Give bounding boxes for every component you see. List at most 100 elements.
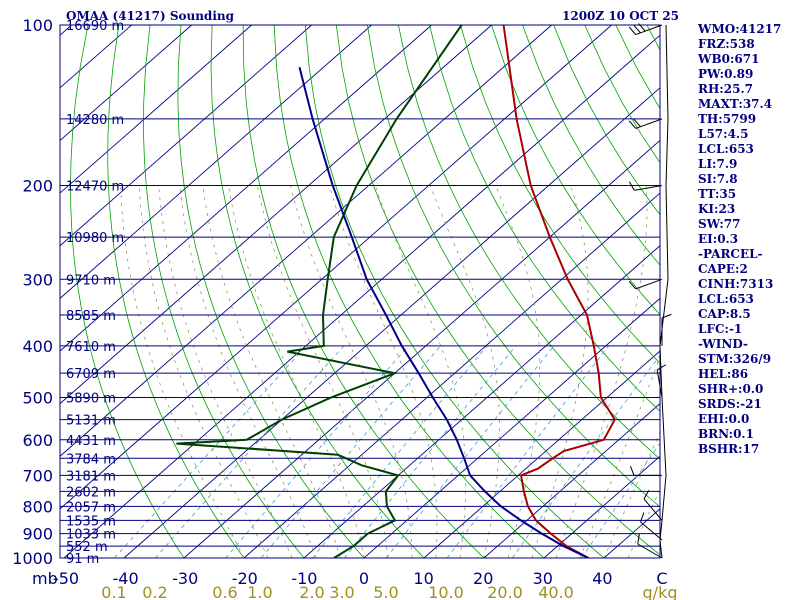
index-item: FRZ:538 — [698, 37, 755, 51]
mixing-ratio-label: 1.0 — [247, 583, 272, 600]
index-item: LCL:653 — [698, 142, 754, 156]
index-item: TT:35 — [698, 187, 737, 201]
sounding-time: 1200Z 10 OCT 25 — [562, 9, 680, 23]
wind-barb-staff — [634, 184, 663, 191]
mixing-ratio-label: 40.0 — [538, 583, 574, 600]
pressure-tick-label: 1000 — [12, 549, 53, 568]
wind-barb-flag — [629, 465, 635, 476]
isotherm — [60, 25, 492, 405]
moist-adiabat — [429, 185, 500, 558]
wind-barb-staff — [643, 498, 663, 521]
wind-barb-flag — [637, 534, 640, 545]
index-item: -PARCEL- — [698, 247, 763, 261]
wind-barb-flag — [643, 489, 650, 500]
wind-barb — [637, 534, 663, 559]
height-label: 14280 m — [66, 113, 124, 128]
dry-adiabat — [210, 25, 425, 558]
pressure-tick-label: 600 — [22, 431, 53, 450]
dry-adiabat — [242, 25, 485, 558]
dry-adiabat — [273, 25, 545, 558]
index-item: EHI:0.0 — [698, 412, 750, 426]
wind-barb-staff — [637, 543, 663, 559]
moist-adiabat — [555, 185, 648, 558]
moist-adiabat — [256, 185, 389, 558]
isotherm — [303, 245, 660, 558]
wind-barb — [628, 23, 663, 36]
index-item: KI:23 — [698, 202, 736, 216]
wind-profile — [628, 23, 672, 559]
pressure-tick-label: 700 — [22, 466, 53, 485]
wind-barb-flag — [661, 313, 672, 319]
temperature-tick-label: 20 — [473, 569, 493, 588]
wind-barb-flag — [628, 280, 637, 290]
temperature-tick-label: -10 — [291, 569, 317, 588]
pressure-tick-label: 300 — [22, 270, 53, 289]
series-line-0 — [502, 25, 616, 558]
index-item: HEL:86 — [698, 367, 749, 381]
isotherm — [183, 139, 660, 558]
isotherm — [60, 25, 252, 194]
temperature-tick-label: 30 — [533, 569, 553, 588]
isotherm — [0, 25, 12, 558]
index-item: SI:7.8 — [698, 172, 738, 186]
moist-adiabat — [120, 185, 245, 558]
index-item: RH:25.7 — [698, 82, 753, 96]
index-item: L57:4.5 — [698, 127, 749, 141]
height-label: 1535 m — [66, 514, 116, 529]
dry-adiabat — [177, 25, 365, 558]
mixing-ratio-line — [446, 345, 610, 558]
height-label: 3181 m — [66, 469, 116, 484]
pressure-tick-label: 200 — [22, 176, 53, 195]
wind-barb-staff — [640, 521, 663, 541]
wind-barb-staff — [635, 118, 663, 129]
station-title: OMAA (41217) Sounding — [66, 9, 234, 23]
temperature-tick-label: -30 — [172, 569, 198, 588]
index-item: LCL:653 — [698, 292, 754, 306]
moist-adiabat — [374, 185, 467, 558]
wind-barb-flag — [638, 23, 646, 32]
temperature-tick-label: -50 — [53, 569, 79, 588]
height-label: 16690 m — [66, 19, 124, 34]
index-item: CAP:8.5 — [698, 307, 751, 321]
index-item: CINH:7313 — [698, 277, 774, 291]
isotherm — [60, 25, 372, 299]
mixing-ratio-line — [154, 345, 345, 558]
stability-indices-list: WMO:41217 FRZ:538 WB0:671 PW:0.89 RH:25.7 MAX… — [698, 22, 798, 457]
index-item: TH:5799 — [698, 112, 757, 126]
height-label: 552 m — [66, 540, 108, 555]
moist-adiabat — [495, 185, 541, 558]
height-label: 6709 m — [66, 367, 116, 382]
wind-barb-staff — [656, 369, 663, 398]
isotherm — [543, 455, 660, 558]
wind-barb-flag — [633, 118, 641, 128]
mixing-ratio-label: 0.6 — [212, 583, 237, 600]
series-line-1 — [176, 25, 463, 558]
isotherm — [423, 350, 660, 558]
isotherm — [123, 87, 660, 558]
height-label: 1033 m — [66, 528, 116, 543]
index-item: LI:7.9 — [698, 157, 738, 171]
index-item: BSHR:17 — [698, 442, 760, 456]
height-label: 10980 m — [66, 231, 124, 246]
dry-adiabat — [367, 25, 660, 508]
isotherm — [60, 25, 432, 352]
mixing-ratio-label: 10.0 — [428, 583, 464, 600]
moist-adiabat — [138, 185, 269, 558]
index-item: BRN:0.1 — [698, 427, 754, 441]
moist-adiabat — [158, 185, 293, 558]
wind-barb — [628, 278, 663, 290]
height-label: 8585 m — [66, 309, 116, 324]
mixing-ratio-label: 0.2 — [142, 583, 167, 600]
index-item: WB0:671 — [698, 52, 760, 66]
pressure-tick-label: 100 — [22, 16, 53, 35]
index-item: WMO:41217 — [698, 22, 782, 36]
isotherm — [60, 25, 192, 142]
wind-barb-flag — [633, 24, 641, 34]
height-label: 3784 m — [66, 452, 116, 467]
mixing-ratio-line — [511, 354, 660, 558]
height-label: 2057 m — [66, 500, 116, 515]
index-item: MAXT:37.4 — [698, 97, 773, 111]
temperature-tick-label: 10 — [413, 569, 433, 588]
index-item: SRDS:-21 — [698, 397, 762, 411]
